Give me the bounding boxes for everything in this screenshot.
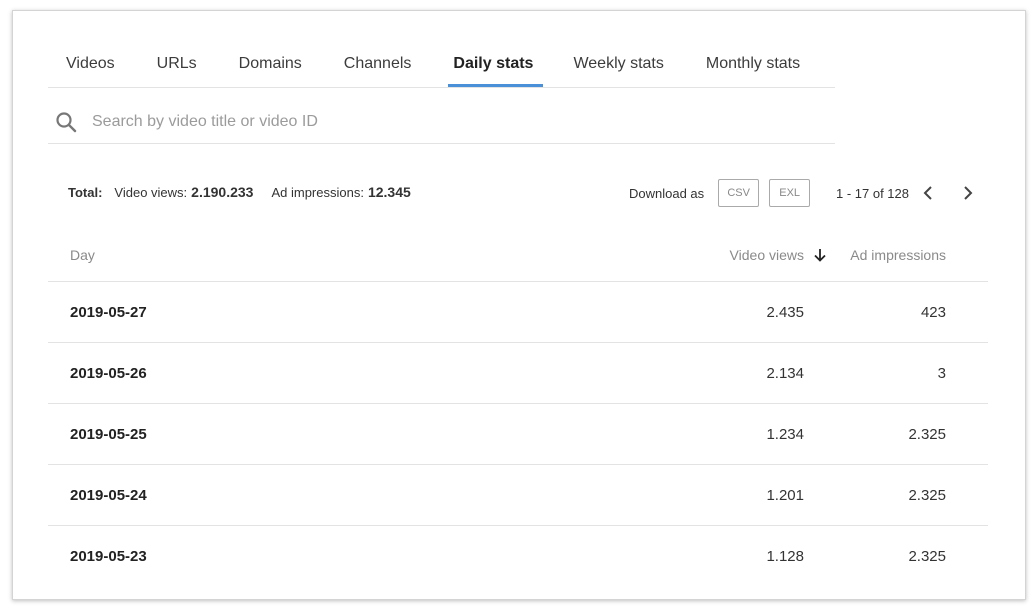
tab-daily-stats[interactable]: Daily stats — [448, 47, 544, 87]
download-label: Download as — [629, 185, 705, 201]
totals-summary: Total: Video views: 2.190.233 Ad impress… — [68, 184, 411, 200]
table-row[interactable]: 2019-05-24 1.201 2.325 — [48, 465, 988, 526]
cell-ad-impressions: 2.325 — [908, 547, 946, 565]
tab-channels[interactable]: Channels — [343, 55, 412, 72]
table-row[interactable]: 2019-05-23 1.128 2.325 — [48, 526, 988, 586]
search-bar — [48, 101, 835, 144]
cell-ad-impressions: 423 — [920, 303, 946, 321]
download-group: Download as CSV EXL — [629, 179, 811, 207]
cell-video-views: 2.435 — [766, 303, 804, 321]
cell-ad-impressions: 2.325 — [908, 425, 946, 443]
tab-urls[interactable]: URLs — [156, 55, 197, 72]
cell-ad-impressions: 2.325 — [908, 486, 946, 504]
table-row[interactable]: 2019-05-25 1.234 2.325 — [48, 404, 988, 465]
cell-video-views: 1.234 — [766, 425, 804, 443]
pagination-text: 1 - 17 of 128 — [836, 185, 909, 201]
tab-videos[interactable]: Videos — [66, 55, 115, 72]
cell-day: 2019-05-23 — [70, 547, 147, 565]
tab-monthly-stats[interactable]: Monthly stats — [705, 55, 801, 72]
table-row[interactable]: 2019-05-26 2.134 3 — [48, 343, 988, 404]
arrow-down-icon — [814, 249, 826, 262]
column-header-ad-impressions[interactable]: Ad impressions — [850, 247, 946, 263]
pagination: 1 - 17 of 128 — [836, 179, 979, 207]
column-header-video-views-label: Video views — [729, 247, 804, 263]
stats-card: Videos URLs Domains Channels Daily stats… — [12, 10, 1026, 600]
chevron-left-icon[interactable] — [917, 181, 941, 205]
cell-video-views: 1.201 — [766, 486, 804, 504]
daily-stats-table: Day Video views Ad impressions 2019-05-2… — [48, 229, 988, 586]
total-label: Total: — [68, 185, 103, 200]
chevron-right-icon[interactable] — [955, 181, 979, 205]
video-views-label: Video views: — [114, 185, 188, 200]
cell-ad-impressions: 3 — [937, 364, 946, 382]
tab-domains[interactable]: Domains — [238, 55, 302, 72]
cell-day: 2019-05-24 — [70, 486, 147, 504]
cell-video-views: 1.128 — [766, 547, 804, 565]
search-input[interactable] — [90, 112, 694, 132]
csv-button[interactable]: CSV — [718, 179, 760, 207]
video-views-total: 2.190.233 — [191, 184, 254, 200]
column-header-day[interactable]: Day — [70, 247, 95, 263]
cell-day: 2019-05-27 — [70, 303, 147, 321]
ad-impressions-label: Ad impressions: — [271, 185, 364, 200]
cell-day: 2019-05-25 — [70, 425, 147, 443]
table-header: Day Video views Ad impressions — [48, 229, 988, 282]
tab-bar: Videos URLs Domains Channels Daily stats… — [48, 47, 835, 88]
search-icon — [56, 112, 77, 133]
cell-day: 2019-05-26 — [70, 364, 147, 382]
column-header-video-views[interactable]: Video views — [608, 247, 828, 263]
cell-video-views: 2.134 — [766, 364, 804, 382]
ad-impressions-total: 12.345 — [367, 184, 411, 200]
tab-weekly-stats[interactable]: Weekly stats — [573, 55, 664, 72]
exl-button[interactable]: EXL — [769, 179, 811, 207]
table-row[interactable]: 2019-05-27 2.435 423 — [48, 282, 988, 343]
